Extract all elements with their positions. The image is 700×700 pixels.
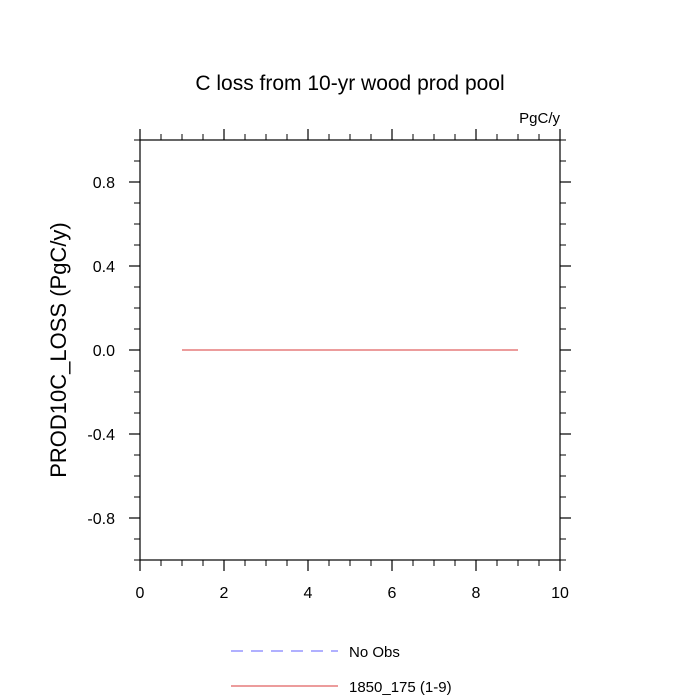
legend: No Obs 1850_175 (1-9) (231, 644, 452, 696)
x-tick-label: 0 (136, 585, 145, 602)
y-tick-label: 0.0 (93, 343, 115, 360)
x-tick-label: 8 (472, 585, 481, 602)
y-axis-label: PROD10C_LOSS (PgC/y) (46, 222, 71, 478)
x-tick-label: 6 (388, 585, 397, 602)
x-tick-label: 4 (304, 585, 313, 602)
y-tick-label: 0.4 (93, 259, 115, 276)
axis-ticks (129, 129, 571, 571)
x-tick-labels: 0 2 4 6 8 10 (136, 585, 569, 602)
legend-label-1: 1850_175 (1-9) (349, 679, 452, 696)
chart-title: C loss from 10-yr wood prod pool (195, 72, 504, 95)
x-tick-label: 2 (220, 585, 229, 602)
y-tick-label: 0.8 (93, 175, 115, 192)
units-label: PgC/y (519, 110, 560, 127)
x-tick-label: 10 (551, 585, 569, 602)
y-tick-label: -0.8 (87, 511, 115, 528)
y-tick-label: -0.4 (87, 427, 115, 444)
legend-label-0: No Obs (349, 644, 400, 661)
y-tick-labels: -0.8 -0.4 0.0 0.4 0.8 (87, 175, 115, 528)
